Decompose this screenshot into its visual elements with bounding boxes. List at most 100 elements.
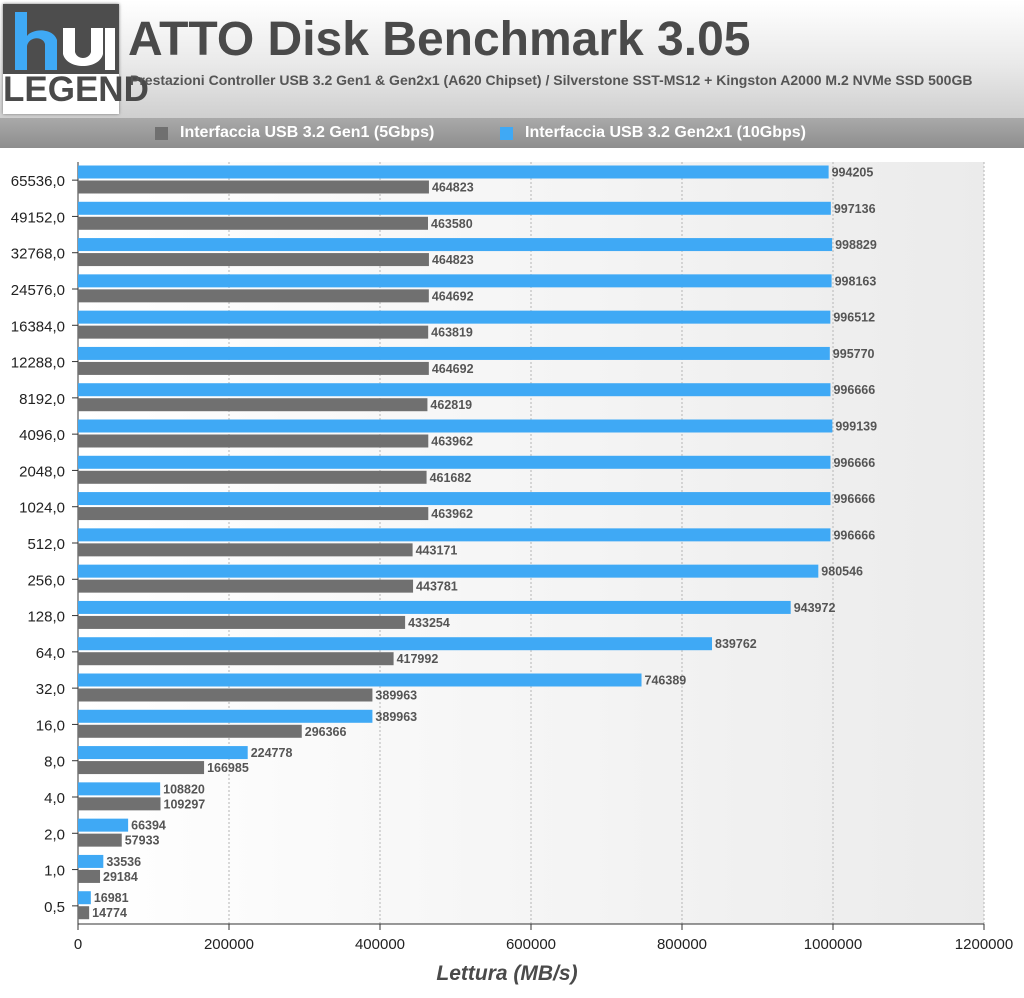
data-label-gen2: 998163 — [835, 274, 877, 288]
bar-gen1 — [78, 470, 427, 484]
data-label-gen1: 464692 — [432, 362, 474, 376]
bar-gen1 — [78, 398, 428, 412]
bar-gen1 — [78, 289, 429, 303]
y-tick-label: 2,0 — [44, 826, 65, 843]
x-tick-label: 600000 — [506, 936, 556, 953]
bar-gen1 — [78, 869, 101, 883]
x-tick-label: 0 — [74, 936, 82, 953]
bar-gen2 — [78, 419, 833, 433]
y-tick-label: 512,0 — [27, 536, 65, 553]
data-label-gen1: 464823 — [432, 181, 474, 195]
y-tick-label: 12288,0 — [11, 355, 65, 372]
bar-gen2 — [78, 238, 833, 252]
bar-gen2 — [78, 165, 829, 179]
data-label-gen1: 166985 — [207, 761, 249, 775]
data-label-gen2: 996666 — [833, 456, 875, 470]
y-tick-label: 49152,0 — [11, 209, 65, 226]
bar-gen1 — [78, 615, 406, 629]
data-label-gen1: 417992 — [397, 652, 439, 666]
data-label-gen2: 66394 — [131, 819, 166, 833]
legend-item-gen1: Interfaccia USB 3.2 Gen1 (5Gbps) — [155, 123, 434, 143]
bar-gen1 — [78, 253, 429, 267]
bar-gen1 — [78, 906, 90, 920]
y-tick-label: 65536,0 — [11, 173, 65, 190]
data-label-gen2: 997136 — [834, 202, 876, 216]
chart-title: ATTO Disk Benchmark 3.05 — [128, 13, 751, 66]
bar-gen1 — [78, 761, 205, 775]
y-tick-label: 16384,0 — [11, 318, 65, 335]
bar-gen2 — [78, 782, 161, 796]
bar-gen2 — [78, 746, 248, 760]
bar-chart: 0 200000 400000 600000 800000 1000000 1200000 6… — [11, 162, 1013, 985]
data-label-gen2: 224778 — [251, 746, 293, 760]
bar-gen2 — [78, 310, 831, 324]
bar-gen1 — [78, 543, 413, 557]
y-tick-label: 8,0 — [44, 754, 65, 771]
data-label-gen1: 389963 — [375, 689, 417, 703]
data-label-gen1: 443781 — [416, 580, 458, 594]
x-tick-label: 1200000 — [955, 936, 1013, 953]
bar-gen1 — [78, 579, 414, 593]
bar-gen1 — [78, 688, 373, 702]
data-label-gen1: 464823 — [432, 253, 474, 267]
data-label-gen1: 296366 — [305, 725, 347, 739]
data-label-gen2: 746389 — [645, 674, 687, 688]
x-tick-label: 800000 — [657, 936, 707, 953]
data-label-gen1: 461682 — [430, 471, 472, 485]
data-label-gen2: 996666 — [833, 383, 875, 397]
bar-gen2 — [78, 854, 104, 868]
bar-gen1 — [78, 797, 161, 811]
bar-gen2 — [78, 818, 129, 832]
y-tick-label: 2048,0 — [19, 463, 65, 480]
data-label-gen2: 999139 — [835, 420, 877, 434]
legend-item-gen2: Interfaccia USB 3.2 Gen2x1 (10Gbps) — [500, 123, 806, 143]
bar-gen2 — [78, 346, 830, 360]
y-tick-label: 24576,0 — [11, 282, 65, 299]
data-label-gen1: 14774 — [92, 906, 127, 920]
y-tick-label: 8192,0 — [19, 391, 65, 408]
bar-gen1 — [78, 833, 122, 847]
y-tick-label: 1,0 — [44, 863, 65, 880]
y-tick-label: 4,0 — [44, 790, 65, 807]
hwlegend-logo: LEGEND — [3, 4, 149, 114]
data-label-gen1: 57933 — [125, 834, 160, 848]
bar-gen2 — [78, 201, 831, 215]
bar-gen1 — [78, 216, 429, 230]
data-label-gen1: 463962 — [431, 507, 473, 521]
bar-gen2 — [78, 600, 791, 614]
logo-mark-icon — [3, 4, 119, 74]
data-label-gen1: 463819 — [431, 326, 473, 340]
bar-gen2 — [78, 891, 91, 905]
data-label-gen1: 109297 — [164, 797, 206, 811]
data-label-gen1: 443171 — [416, 543, 458, 557]
bar-gen2 — [78, 455, 831, 469]
data-label-gen1: 464692 — [432, 289, 474, 303]
bar-gen1 — [78, 652, 394, 666]
x-tick-label: 400000 — [355, 936, 405, 953]
x-tick-label: 200000 — [204, 936, 254, 953]
data-label-gen2: 839762 — [715, 637, 757, 651]
bar-gen1 — [78, 507, 429, 521]
y-tick-label: 32768,0 — [11, 246, 65, 263]
bar-gen1 — [78, 724, 302, 738]
y-tick-label: 4096,0 — [19, 427, 65, 444]
legend-label-gen2: Interfaccia USB 3.2 Gen2x1 (10Gbps) — [525, 124, 806, 141]
data-label-gen1: 433254 — [408, 616, 450, 630]
data-label-gen2: 389963 — [375, 710, 417, 724]
data-label-gen2: 995770 — [833, 347, 875, 361]
y-tick-label: 64,0 — [36, 645, 65, 662]
legend-label-gen1: Interfaccia USB 3.2 Gen1 (5Gbps) — [180, 124, 435, 141]
y-tick-label: 16,0 — [36, 717, 65, 734]
data-label-gen1: 463580 — [431, 217, 473, 231]
y-tick-label: 1024,0 — [19, 500, 65, 517]
bar-gen2 — [78, 673, 642, 687]
data-label-gen1: 29184 — [103, 870, 138, 884]
bar-gen2 — [78, 564, 819, 578]
bar-gen2 — [78, 528, 831, 542]
logo-word: LEGEND — [3, 70, 149, 109]
legend-bar: Interfaccia USB 3.2 Gen1 (5Gbps) Interfa… — [0, 118, 1024, 148]
bar-gen1 — [78, 434, 429, 448]
chart-header: LEGEND ATTO Disk Benchmark 3.05 Prestazi… — [0, 0, 1024, 118]
y-tick-label: 128,0 — [27, 609, 65, 626]
data-label-gen2: 980546 — [821, 565, 863, 579]
